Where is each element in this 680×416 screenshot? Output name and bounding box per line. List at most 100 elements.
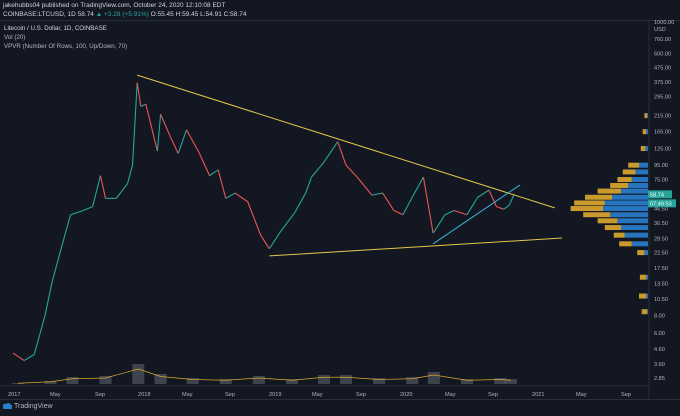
publish-line: jakehubbs04 published on TradingView.com… (3, 2, 226, 9)
last-price-tag-text: 58.74 (650, 192, 664, 198)
vp-up-bar (631, 177, 648, 183)
price-segment (44, 281, 53, 316)
vp-down-bar (617, 177, 632, 183)
price-label: 165.00 (654, 130, 671, 136)
symbol-line: COINBASE:LTCUSD, 1D 58.74 ▲ +3.28 (+5.91… (3, 11, 246, 18)
vp-down-bar (570, 206, 603, 212)
volume-bar (132, 364, 145, 384)
vp-down-bar (574, 200, 605, 206)
price-label: 375.00 (654, 80, 671, 86)
volume-bar (219, 379, 232, 384)
vp-up-bar (646, 293, 648, 299)
cloud-icon (3, 403, 12, 409)
time-label: Sep (95, 392, 105, 398)
legend-main[interactable]: Litecoin / U.S. Dollar, 1D, COINBASE (4, 25, 107, 32)
price-segment (371, 192, 383, 196)
price-segment (422, 177, 434, 234)
price-segment (477, 189, 490, 198)
price-segment (345, 164, 358, 178)
volume-bar (154, 374, 167, 384)
price-label: 760.00 (654, 37, 671, 43)
volume-bar (66, 377, 79, 384)
price-segment (294, 192, 307, 213)
volume-bar (252, 376, 265, 384)
vp-down-bar (597, 188, 621, 194)
price-label: 22.50 (654, 251, 668, 257)
vp-up-bar (612, 194, 648, 200)
price-label: 1000.00 (654, 20, 674, 26)
volume-bar (186, 378, 199, 384)
price-label: 125.00 (654, 147, 671, 153)
price-label: 36.50 (654, 221, 668, 227)
price-segment (260, 234, 270, 249)
price-segment (51, 235, 66, 282)
price-segment (311, 161, 325, 178)
price-segment (444, 210, 455, 216)
chart-pane[interactable] (0, 20, 680, 400)
time-label: 2021 (532, 392, 544, 398)
price-segment (323, 141, 339, 163)
price-label: 8.00 (654, 313, 665, 319)
vp-up-bar (647, 309, 648, 315)
time-label: 2019 (269, 392, 281, 398)
price-unit: USD (654, 27, 666, 33)
legend-vol[interactable]: Vol (20) (4, 34, 26, 41)
trendline (137, 74, 555, 209)
price-segment (225, 192, 236, 199)
price-segment (70, 210, 84, 216)
volume-bar (373, 378, 386, 384)
price-segment (209, 169, 219, 177)
vp-down-bar (642, 129, 647, 135)
price-label: 6.00 (654, 331, 665, 337)
price-segment (280, 211, 296, 232)
vp-down-bar (637, 250, 645, 256)
vp-down-bar (585, 194, 612, 200)
time-label: May (312, 392, 323, 398)
price-segment (170, 137, 179, 154)
price-label: 2.85 (654, 376, 665, 382)
price-label: 475.00 (654, 65, 671, 71)
brand-text: TradingView (14, 403, 53, 410)
price-segment (247, 201, 262, 236)
vp-down-bar (628, 162, 639, 168)
high-value: H:59.45 (175, 11, 199, 18)
vp-up-bar (628, 182, 648, 188)
price-label: 46.50 (654, 207, 668, 213)
legend: Litecoin / U.S. Dollar, 1D, COINBASE Vol… (4, 24, 127, 51)
price-segment (393, 210, 404, 216)
price-segment (432, 214, 446, 234)
legend-vpvr[interactable]: VPVR (Number Of Rows, 100, Up/Down, 70) (4, 43, 128, 50)
price-segment (156, 114, 162, 152)
price-segment (33, 315, 46, 355)
vp-down-bar (639, 274, 647, 280)
price-label: 75.00 (654, 178, 668, 184)
time-label: May (50, 392, 61, 398)
price-label: 295.00 (654, 94, 671, 100)
price-label: 600.00 (654, 51, 671, 57)
price-segment (160, 113, 172, 138)
vp-down-bar (639, 293, 647, 299)
price-label: 17.50 (654, 266, 668, 272)
vp-up-bar (646, 274, 648, 280)
price-label: 215.00 (654, 114, 671, 120)
time-label: Sep (621, 392, 631, 398)
price-segment (466, 196, 479, 216)
tradingview-logo[interactable]: TradingView (3, 403, 53, 410)
volume-bar (460, 379, 473, 384)
vp-up-bar (639, 162, 648, 168)
price-segment (382, 192, 395, 211)
vp-down-bar (583, 212, 611, 218)
vp-up-bar (644, 250, 648, 256)
vp-down-bar (604, 225, 621, 231)
close-value: C:58.74 (223, 11, 247, 18)
time-label: 2018 (138, 392, 150, 398)
time-label: May (445, 392, 456, 398)
price-segment (136, 82, 142, 107)
vp-down-bar (640, 146, 646, 152)
price-segment (305, 176, 312, 194)
vp-up-bar (603, 206, 648, 212)
volume-bar (318, 375, 331, 384)
volume-bar (340, 375, 352, 384)
price-segment (12, 352, 25, 362)
